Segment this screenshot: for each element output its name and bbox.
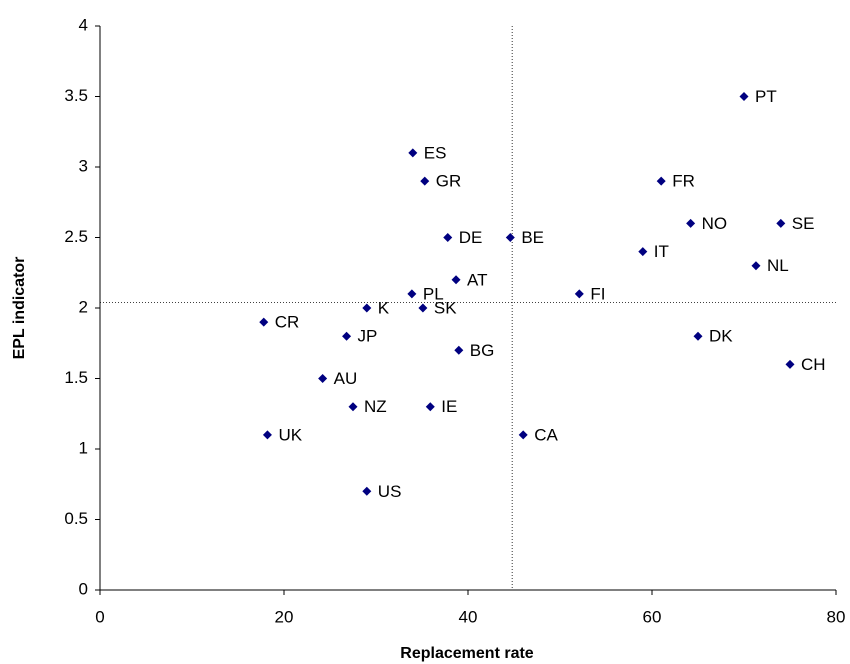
point-label: DK [709, 327, 733, 346]
point [342, 331, 352, 341]
point [262, 430, 272, 440]
y-tick-label: 2.5 [64, 227, 88, 246]
x-tick-label: 20 [275, 607, 294, 626]
point [318, 374, 328, 383]
point-label: GR [436, 172, 462, 191]
point [408, 148, 418, 158]
point [451, 275, 461, 285]
point-label: NO [702, 214, 728, 233]
point-label: FR [672, 172, 695, 191]
y-tick-label: 0.5 [64, 509, 88, 528]
point [574, 289, 584, 299]
x-tick-label: 80 [827, 607, 846, 626]
point [656, 176, 666, 186]
point-label: DE [459, 228, 483, 247]
x-tick-label: 0 [95, 607, 104, 626]
point [348, 402, 358, 412]
x-axis-title: Replacement rate [400, 645, 533, 662]
y-tick-label: 3.5 [64, 86, 88, 105]
point-label: CH [801, 355, 826, 374]
point [785, 359, 795, 369]
x-tick-label: 60 [643, 607, 662, 626]
point [693, 331, 703, 341]
point [425, 402, 435, 412]
point-label: JP [358, 327, 378, 346]
point-label: SK [434, 298, 457, 317]
point [751, 261, 761, 271]
y-axis-title: EPL indicator [11, 257, 28, 360]
point [407, 289, 417, 299]
y-tick-label: 2 [79, 297, 88, 316]
y-tick-label: 0 [79, 579, 88, 598]
point [362, 303, 372, 313]
point [454, 345, 464, 355]
point-label: K [378, 298, 390, 317]
point-label: PL [423, 284, 444, 303]
point-label: NZ [364, 397, 387, 416]
point-label: FI [590, 284, 605, 303]
y-tick-label: 1.5 [64, 368, 88, 387]
point-label: BE [521, 228, 544, 247]
point-label: AT [467, 270, 487, 289]
point-label: UK [278, 425, 302, 444]
point [739, 92, 749, 101]
y-tick-label: 1 [79, 438, 88, 457]
y-tick-label: 3 [79, 156, 88, 175]
point-label: ES [424, 143, 447, 162]
point-label: NL [767, 256, 789, 275]
point [638, 247, 648, 257]
point [686, 218, 696, 228]
point-label: AU [334, 369, 358, 388]
point [420, 176, 430, 186]
point [362, 486, 372, 496]
point [443, 233, 453, 242]
point [518, 430, 528, 440]
point-label: BG [470, 341, 495, 360]
x-tick-label: 40 [459, 607, 478, 626]
point-label: IT [654, 242, 669, 261]
y-tick-label: 4 [79, 15, 88, 34]
point [259, 317, 269, 327]
point [776, 218, 786, 228]
point-label: US [378, 482, 402, 501]
point-label: CA [534, 425, 558, 444]
point-label: CR [275, 313, 300, 332]
point-label: SE [792, 214, 815, 233]
point-label: IE [441, 397, 457, 416]
point [505, 233, 515, 242]
point-label: PT [755, 87, 777, 106]
point [418, 303, 428, 313]
